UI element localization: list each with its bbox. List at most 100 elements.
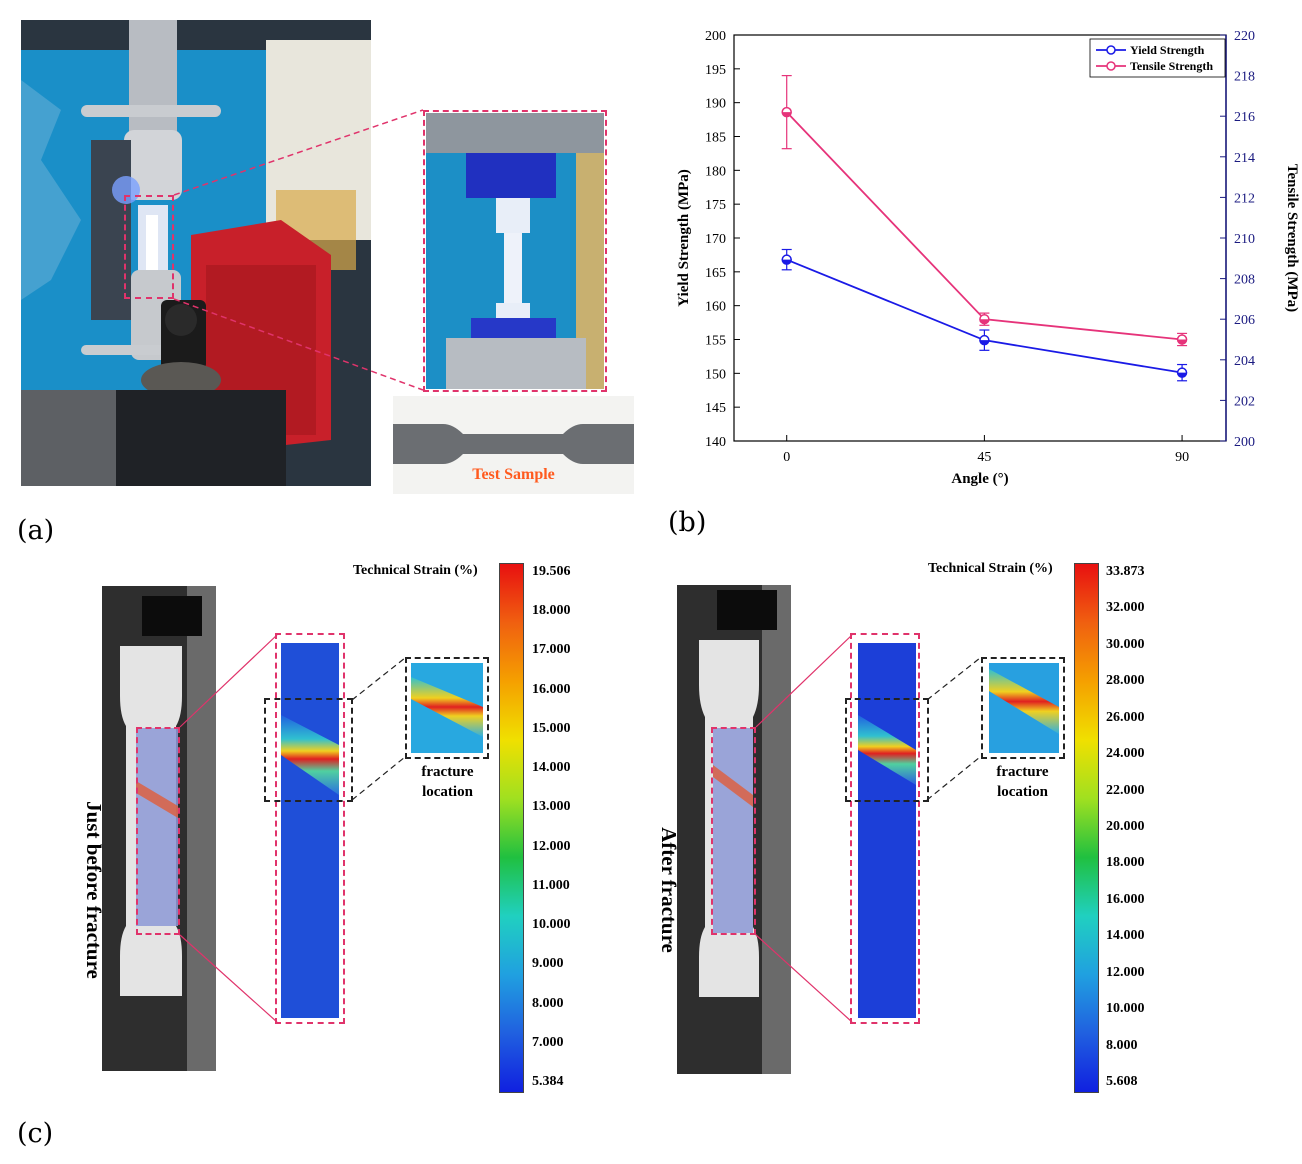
colorbar-tick-label: 10.000	[1106, 1001, 1145, 1017]
fracture-label-before: fracture location	[400, 762, 495, 802]
colorbar-before	[499, 563, 524, 1093]
colorbar-tick-label: 12.000	[1106, 964, 1145, 980]
colorbar-tick-label: 28.000	[1106, 673, 1145, 689]
right-tick-label: 206	[1234, 313, 1255, 328]
fracture-detail-before	[411, 663, 483, 753]
left-tick-label: 160	[705, 300, 726, 315]
panel-a-label: (a)	[17, 515, 55, 546]
colorbar-tick-label: 18.000	[532, 603, 571, 619]
fracture-zoom-before	[405, 657, 489, 759]
right-tick-label: 200	[1234, 435, 1255, 450]
right-tick-label: 204	[1234, 354, 1255, 369]
fracture-label-before-line1: fracture	[421, 764, 474, 780]
colorbar-tick-label: 10.000	[532, 917, 571, 933]
colorbar-tick-label: 15.000	[532, 720, 571, 736]
right-tick-label: 214	[1234, 151, 1255, 166]
fracture-box-after	[845, 698, 929, 802]
left-tick-label: 170	[705, 232, 726, 247]
data-point-half	[1177, 339, 1187, 344]
colorbar-after	[1074, 563, 1099, 1093]
specimen-before-illustration	[102, 586, 216, 1071]
specimen-photo-after	[677, 585, 791, 1074]
testing-machine-photo	[21, 20, 371, 486]
left-tick-label: 140	[705, 435, 726, 450]
zoom-frame-before	[275, 633, 345, 1024]
left-tick-label: 155	[705, 334, 726, 349]
x-tick-label: 45	[977, 450, 991, 465]
sample-highlight-box	[124, 195, 174, 299]
left-tick-label: 150	[705, 367, 726, 382]
colorbar-tick-label: 20.000	[1106, 819, 1145, 834]
legend-box	[1089, 38, 1226, 78]
colorbar-tick-label: 5.608	[1106, 1074, 1138, 1089]
colorbar-tick-label: 30.000	[1106, 636, 1145, 652]
colorbar-tick-label: 16.000	[1106, 891, 1145, 907]
left-tick-label: 180	[705, 164, 726, 179]
fracture-label-after-line2: location	[997, 784, 1048, 800]
data-point-half	[782, 259, 792, 265]
colorbar-tick-label: 18.000	[1106, 855, 1145, 871]
colorbar-tick-label: 9.000	[532, 956, 564, 972]
colorbar-tick-label: 16.000	[532, 681, 571, 697]
colorbar-tick-label: 33.873	[1106, 564, 1145, 579]
x-tick-label: 90	[1175, 450, 1189, 465]
left-tick-label: 165	[705, 266, 726, 281]
right-tick-label: 210	[1234, 232, 1255, 247]
testing-machine-illustration	[21, 20, 371, 486]
colorbar-tick-label: 8.000	[1106, 1037, 1138, 1053]
colorbar-tick-label: 24.000	[1106, 746, 1145, 762]
colorbar-tick-label: 5.384	[532, 1074, 564, 1089]
zoomed-grip-photo	[426, 113, 604, 389]
fracture-label-after: fracture location	[975, 762, 1070, 802]
left-tick-label: 200	[705, 29, 726, 44]
colorbar-tick-label: 13.000	[532, 799, 571, 815]
colorbar-tick-label: 19.506	[532, 564, 571, 579]
zoom-frame-a	[423, 110, 607, 392]
right-tick-label: 218	[1234, 70, 1255, 85]
colorbar-ticks-after: 33.873 32.000 30.000 28.000 26.000 24.000 22.0…	[1106, 563, 1166, 1093]
colorbar-tick-label: 22.000	[1106, 782, 1145, 798]
right-tick-label: 212	[1234, 191, 1255, 206]
colorbar-title-after: Technical Strain (%)	[928, 561, 1053, 576]
grip-illustration	[426, 113, 604, 389]
sample-shape	[393, 424, 634, 464]
legend-marker	[1106, 45, 1116, 55]
strain-field-after	[858, 643, 916, 1018]
right-tick-label: 208	[1234, 273, 1255, 288]
data-point-half	[979, 319, 989, 324]
colorbar-tick-label: 8.000	[532, 995, 564, 1011]
right-tick-label: 216	[1234, 110, 1255, 125]
colorbar-tick-label: 11.000	[532, 877, 570, 893]
colorbar-title-before: Technical Strain (%)	[353, 563, 478, 578]
fracture-zoom-after	[981, 657, 1065, 759]
data-point-half	[782, 112, 792, 117]
left-tick-label: 195	[705, 63, 726, 78]
colorbar-ticks-before: 19.506 18.000 17.000 16.000 15.000 14.000 13.0…	[532, 563, 592, 1093]
test-sample-label: Test Sample	[472, 466, 555, 483]
left-tick-label: 175	[705, 198, 726, 213]
right-tick-label: 220	[1234, 29, 1255, 44]
legend-marker	[1106, 61, 1116, 71]
left-tick-label: 190	[705, 97, 726, 112]
fracture-label-before-line2: location	[422, 784, 473, 800]
panel-b-label: (b)	[668, 507, 707, 538]
specimen-photo-before	[102, 586, 216, 1071]
colorbar-tick-label: 14.000	[532, 760, 571, 776]
fracture-label-after-line1: fracture	[996, 764, 1049, 780]
strain-field-before	[281, 643, 339, 1018]
x-axis-label: Angle (°)	[951, 471, 1008, 487]
region-box-before	[136, 727, 180, 935]
y-axis-label-left: Yield Strength (MPa)	[676, 169, 692, 306]
fracture-detail-after	[989, 663, 1059, 753]
y-axis-label-right: Tensile Strength (MPa)	[1284, 164, 1300, 312]
colorbar-tick-label: 12.000	[532, 838, 571, 854]
left-tick-label: 145	[705, 401, 726, 416]
x-tick-label: 0	[783, 450, 790, 465]
data-point-half	[979, 340, 989, 345]
colorbar-tick-label: 26.000	[1106, 709, 1145, 725]
strength-chart: 140 145 150 155 160 165 170 175 180 185 190 195 200 2…	[676, 29, 1300, 487]
colorbar-tick-label: 14.000	[1106, 928, 1145, 944]
